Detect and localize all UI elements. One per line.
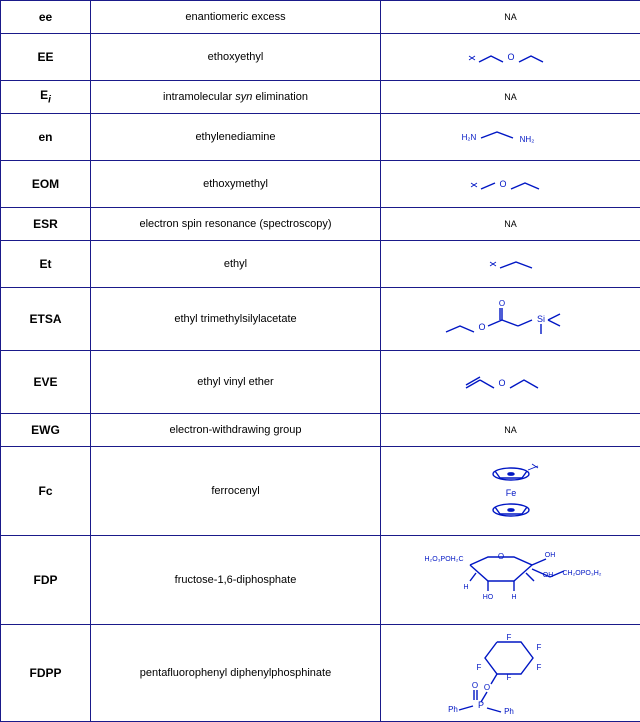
- table-row: ETSAethyl trimethylsilylacetate O O Si: [1, 288, 640, 351]
- desc-cell: fructose-1,6-diphosphate: [91, 536, 381, 625]
- abbr-cell: ESR: [1, 208, 91, 241]
- structure-cell: H₂O₃POH₂COHOHHOHOHCH₂OPO₃H₂: [381, 536, 640, 625]
- structure-cell: O O Si: [381, 288, 640, 351]
- table-row: Etethyl: [1, 241, 640, 288]
- svg-text:F: F: [506, 633, 511, 642]
- abbr-cell: EE: [1, 34, 91, 81]
- svg-text:O: O: [499, 179, 506, 189]
- desc-cell: ethoxyethyl: [91, 34, 381, 81]
- svg-text:H: H: [511, 594, 516, 601]
- svg-text:O: O: [507, 52, 514, 62]
- structure-cell: NA: [381, 1, 640, 34]
- desc-cell: ferrocenyl: [91, 447, 381, 536]
- abbr-cell: en: [1, 114, 91, 161]
- svg-text:HO: HO: [482, 594, 493, 601]
- svg-text:H₂N: H₂N: [461, 133, 476, 142]
- table-row: eeenantiomeric excessNA: [1, 1, 640, 34]
- abbr-cell: Fc: [1, 447, 91, 536]
- desc-cell: ethyl: [91, 241, 381, 288]
- abbr-cell: FDP: [1, 536, 91, 625]
- desc-cell: electron spin resonance (spectroscopy): [91, 208, 381, 241]
- desc-cell: electron-withdrawing group: [91, 414, 381, 447]
- structure-cell: O: [381, 34, 640, 81]
- abbr-cell: EVE: [1, 351, 91, 414]
- structure-cell: H₂N NH₂: [381, 114, 640, 161]
- table-body: eeenantiomeric excessNAEEethoxyethylOEii…: [1, 1, 640, 722]
- structure-cell: NA: [381, 81, 640, 114]
- svg-text:OH: OH: [544, 552, 555, 559]
- abbr-cell: FDPP: [1, 625, 91, 722]
- svg-text:NH₂: NH₂: [519, 135, 534, 144]
- table-row: FDPfructose-1,6-diphosphateH₂O₃POH₂COHOH…: [1, 536, 640, 625]
- desc-cell: intramolecular syn elimination: [91, 81, 381, 114]
- structure-cell: O: [381, 351, 640, 414]
- table-row: EEethoxyethyl O: [1, 34, 640, 81]
- table-row: EWGelectron-withdrawing groupNA: [1, 414, 640, 447]
- abbreviation-table: eeenantiomeric excessNAEEethoxyethylOEii…: [0, 0, 640, 722]
- svg-text:H₂O₃POH₂C: H₂O₃POH₂C: [424, 556, 463, 563]
- svg-text:O: O: [478, 322, 485, 332]
- svg-text:Si: Si: [536, 314, 544, 324]
- abbr-cell: ee: [1, 1, 91, 34]
- structure-cell: NA: [381, 208, 640, 241]
- table-row: EOMethoxymethyl O: [1, 161, 640, 208]
- table-row: FDPPpentafluorophenyl diphenylphosphinat…: [1, 625, 640, 722]
- svg-text:O: O: [498, 299, 504, 308]
- structure-cell: FFFFFOPOPhPh: [381, 625, 640, 722]
- structure-cell: [381, 241, 640, 288]
- abbreviation-table-page: eeenantiomeric excessNAEEethoxyethylOEii…: [0, 0, 640, 722]
- svg-text:O: O: [498, 378, 505, 388]
- table-row: Fcferrocenyl Fe: [1, 447, 640, 536]
- svg-text:F: F: [536, 643, 541, 652]
- svg-text:O: O: [483, 683, 489, 692]
- structure-cell: Fe: [381, 447, 640, 536]
- desc-cell: ethyl vinyl ether: [91, 351, 381, 414]
- abbr-cell: Ei: [1, 81, 91, 114]
- abbr-cell: ETSA: [1, 288, 91, 351]
- desc-cell: ethylenediamine: [91, 114, 381, 161]
- table-row: ESRelectron spin resonance (spectroscopy…: [1, 208, 640, 241]
- structure-cell: NA: [381, 414, 640, 447]
- svg-text:Fe: Fe: [505, 488, 516, 498]
- desc-cell: ethoxymethyl: [91, 161, 381, 208]
- svg-text:O: O: [471, 681, 477, 690]
- abbr-cell: EWG: [1, 414, 91, 447]
- table-row: enethylenediamine H₂N NH₂: [1, 114, 640, 161]
- svg-text:F: F: [476, 663, 481, 672]
- table-row: Eiintramolecular syn eliminationNA: [1, 81, 640, 114]
- svg-text:O: O: [497, 552, 503, 561]
- svg-text:Ph: Ph: [448, 705, 458, 714]
- structure-cell: O: [381, 161, 640, 208]
- desc-cell: ethyl trimethylsilylacetate: [91, 288, 381, 351]
- abbr-cell: EOM: [1, 161, 91, 208]
- desc-cell: pentafluorophenyl diphenylphosphinate: [91, 625, 381, 722]
- svg-text:H: H: [463, 584, 468, 591]
- svg-text:P: P: [477, 700, 483, 710]
- table-row: EVEethyl vinyl ether O: [1, 351, 640, 414]
- svg-text:Ph: Ph: [504, 707, 514, 716]
- desc-cell: enantiomeric excess: [91, 1, 381, 34]
- abbr-cell: Et: [1, 241, 91, 288]
- svg-text:F: F: [506, 673, 511, 682]
- svg-text:F: F: [536, 663, 541, 672]
- svg-text:CH₂OPO₃H₂: CH₂OPO₃H₂: [562, 570, 601, 577]
